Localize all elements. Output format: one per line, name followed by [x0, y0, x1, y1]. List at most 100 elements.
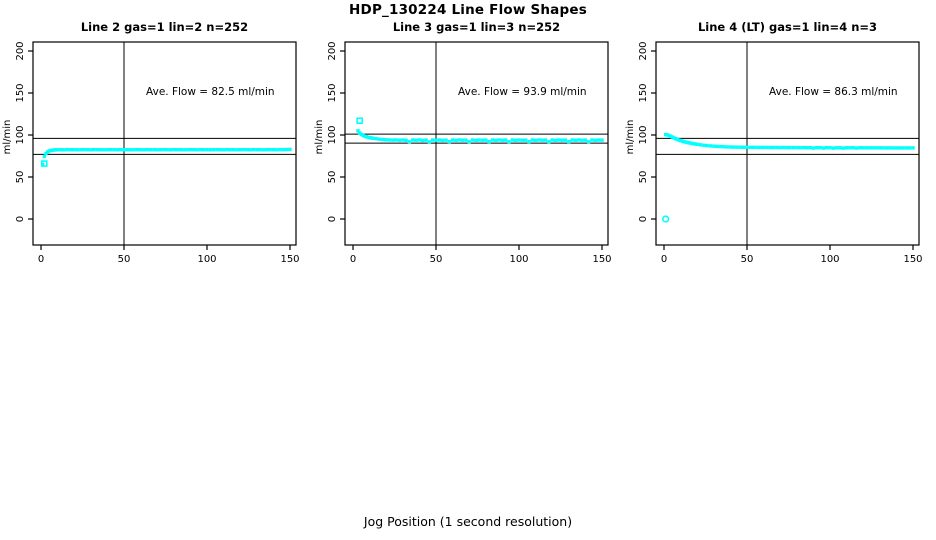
series-point [758, 145, 762, 150]
series-point [745, 145, 749, 149]
y-tick-label: 0 [15, 216, 26, 222]
series-point [791, 145, 796, 150]
series-point [871, 146, 875, 150]
outlier-point-square [356, 117, 363, 125]
series-point [258, 148, 262, 152]
series-point [271, 148, 276, 152]
outlier-point-circle [662, 215, 670, 223]
series-point [484, 138, 488, 142]
series-point [440, 138, 445, 143]
series-point [82, 147, 86, 152]
series-point [59, 148, 63, 152]
series-point [765, 145, 769, 150]
series-point [75, 148, 80, 152]
series-point [201, 148, 206, 152]
series-point [450, 138, 455, 142]
series-point [891, 146, 895, 150]
series-point [775, 145, 779, 150]
series-point [785, 145, 789, 150]
series-point [537, 138, 541, 142]
series-point [265, 148, 269, 152]
series-point [118, 147, 123, 152]
series-point [881, 146, 885, 150]
series-point [391, 138, 395, 142]
series-point [732, 145, 736, 149]
series-point [281, 148, 286, 152]
series-point [85, 148, 90, 152]
series-point [268, 147, 272, 152]
series-point [261, 148, 266, 152]
series-point [596, 138, 601, 142]
series-point [211, 148, 216, 152]
series-point [404, 138, 408, 142]
series-point [563, 138, 568, 142]
series-point [778, 145, 782, 150]
series-point [62, 148, 66, 152]
series-point [195, 148, 199, 152]
series-point [580, 138, 584, 142]
series-point [178, 148, 183, 152]
series-point [414, 138, 418, 142]
series-point [245, 148, 249, 152]
series-point [447, 140, 451, 144]
series-point [577, 138, 581, 142]
series-point [583, 138, 588, 142]
series-point [500, 138, 505, 142]
series-point [523, 138, 528, 142]
series-point [768, 145, 772, 150]
series-point [437, 138, 442, 142]
series-point [901, 146, 905, 150]
series-point [92, 147, 96, 152]
series-point [397, 138, 402, 142]
series-point [248, 148, 252, 152]
series-point [128, 148, 133, 152]
ave-flow-annotation: Ave. Flow = 93.9 ml/min [458, 86, 587, 98]
y-axis-label: ml/min [2, 120, 13, 155]
series-point [407, 140, 412, 144]
y-tick-label: 100 [638, 125, 649, 144]
series-point [858, 146, 862, 150]
series-point [533, 138, 538, 142]
series-point [587, 140, 591, 144]
series-point [844, 146, 849, 150]
series-point [480, 138, 485, 142]
series-point [132, 148, 136, 152]
series-point [573, 138, 578, 142]
series-point [95, 148, 100, 152]
series-point [520, 138, 525, 142]
series-point [834, 146, 839, 150]
series-point [284, 147, 289, 152]
series-point [530, 138, 534, 142]
series-point [467, 140, 471, 144]
series-point [434, 138, 438, 142]
series-point [695, 142, 699, 147]
series-point [105, 148, 110, 152]
series-point [838, 146, 842, 150]
series-point [145, 147, 149, 152]
series-point [712, 144, 716, 148]
series-point [188, 147, 193, 152]
y-tick-label: 50 [15, 171, 26, 184]
series-point [884, 146, 889, 150]
series-point [241, 147, 246, 152]
series-point [527, 140, 531, 144]
series-point [851, 146, 855, 150]
series-point [192, 148, 196, 152]
series-point [278, 147, 282, 152]
series-point [864, 146, 869, 150]
series-point [868, 146, 872, 150]
series-point [185, 148, 189, 152]
series-point [841, 146, 845, 150]
series-point [474, 138, 478, 142]
series-point [69, 148, 73, 152]
series-point [808, 145, 812, 150]
series-point [148, 148, 153, 152]
series-point [142, 148, 146, 152]
series-point [460, 138, 465, 142]
series-point [798, 145, 802, 150]
series-point [444, 138, 448, 142]
y-tick-label: 100 [15, 125, 26, 144]
x-tick-label: 150 [280, 254, 299, 265]
series-point [818, 145, 822, 150]
y-tick-label: 150 [327, 83, 338, 102]
